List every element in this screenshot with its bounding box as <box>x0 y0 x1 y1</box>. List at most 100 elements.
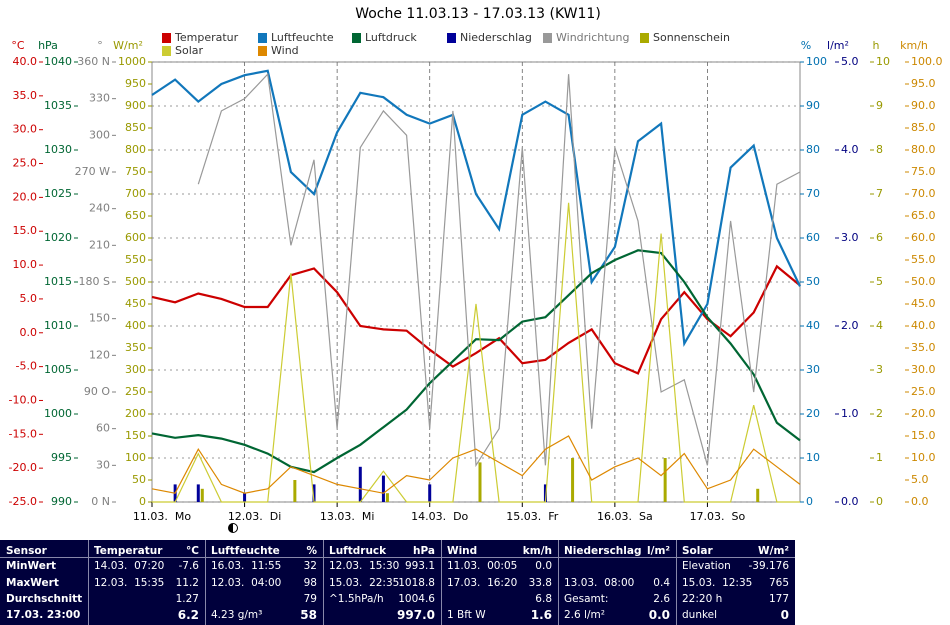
legend-label: Windrichtung <box>556 31 629 44</box>
tick-label: 7 <box>876 187 883 200</box>
axis-unit: ° <box>97 39 103 52</box>
row-label: MinWert <box>6 560 57 572</box>
column-unit: km/h <box>522 545 552 557</box>
tick-label: 650 <box>125 209 146 222</box>
tick-label: 60.0 <box>911 231 936 244</box>
tick-label: 40.0 <box>13 55 38 68</box>
cell-value: 765 <box>768 577 789 589</box>
tick-label: 850 <box>125 121 146 134</box>
tick-label: 30 <box>806 363 820 376</box>
cell-label: 13.03. 08:00 <box>564 577 635 589</box>
series-bar <box>478 462 482 502</box>
row-label: Durchschnitt <box>6 593 83 605</box>
tick-label: 1000 <box>44 407 72 420</box>
cell-label: Elevation <box>682 560 731 572</box>
tick-label: 200 <box>125 407 146 420</box>
series-bar <box>543 484 547 502</box>
tick-label: 210 <box>89 238 110 251</box>
row-label: MaxWert <box>6 577 59 589</box>
tick-label: 1035 <box>44 99 72 112</box>
tick-label: 150 <box>89 312 110 325</box>
cell-value: 6.2 <box>177 608 199 622</box>
tick-label: 120 <box>89 348 110 361</box>
column-divider <box>323 540 324 625</box>
tick-label: 1015 <box>44 275 72 288</box>
tick-label: 20.0 <box>911 407 936 420</box>
cell-value: -7.6 <box>178 560 200 572</box>
tick-label: 15.0 <box>13 224 38 237</box>
chart: Woche 11.03.13 - 17.03.13 (KW11) °C40.03… <box>9 6 943 533</box>
cell-value: 993.1 <box>404 560 435 572</box>
cell-value: 32 <box>303 560 317 572</box>
tick-label: 30 <box>96 458 110 471</box>
cell-value: 0.0 <box>648 608 670 622</box>
cell-value: 33.8 <box>528 577 552 589</box>
column-unit: % <box>306 545 317 557</box>
cell-label: 15.03. 12:35 <box>682 577 753 589</box>
column-title: Wind <box>447 545 478 557</box>
x-tick-label: 14.03. Do <box>411 510 468 523</box>
tick-label: 100 <box>125 451 146 464</box>
column-divider <box>441 540 442 625</box>
tick-label: 995 <box>51 451 72 464</box>
legend-swatch <box>447 33 456 43</box>
tick-label: 25.0 <box>911 385 936 398</box>
tick-label: 750 <box>125 165 146 178</box>
cell-value: 0 <box>780 608 789 622</box>
legend-label: Luftfeuchte <box>271 31 334 44</box>
series-line <box>151 264 801 375</box>
series-bar <box>358 466 362 502</box>
x-tick-label: 12.03. Di <box>228 510 282 523</box>
tick-label: 30.0 <box>13 123 38 136</box>
tick-label: 180 S <box>79 275 110 288</box>
axis-unit: h <box>873 39 880 52</box>
tick-label: 95.0 <box>911 77 936 90</box>
legend-label: Solar <box>175 44 204 57</box>
tick-label: 80.0 <box>911 143 936 156</box>
x-tick-label: 15.03. Fr <box>506 510 559 523</box>
legend-swatch <box>258 46 267 56</box>
column-divider <box>88 540 89 625</box>
tick-label: 100 <box>806 55 827 68</box>
tick-label: 500 <box>125 275 146 288</box>
column-title: Solar <box>682 545 713 557</box>
tick-label: 150 <box>125 429 146 442</box>
tick-label: 90 <box>806 99 820 112</box>
cell-value: 1.27 <box>175 593 199 605</box>
cell-label: 22:20 h <box>682 593 723 605</box>
column-title: Sensor <box>6 545 47 557</box>
series-line <box>151 249 801 474</box>
column-title: Temperatur <box>94 545 163 557</box>
series-bar <box>312 484 316 502</box>
tick-label: 55.0 <box>911 253 936 266</box>
cell-label: 16.03. 11:55 <box>211 560 282 572</box>
cell-label: 17.03. 16:20 <box>447 577 518 589</box>
tick-label: 450 <box>125 297 146 310</box>
tick-label: 240 <box>89 202 110 215</box>
x-tick-label: 17.03. So <box>690 510 746 523</box>
axis-unit: km/h <box>900 39 928 52</box>
legend-swatch <box>162 33 171 43</box>
tick-label: 50.0 <box>911 275 936 288</box>
tick-label: 1040 <box>44 55 72 68</box>
tick-label: -15.0 <box>9 427 37 440</box>
row-label: 17.03. 23:00 <box>6 609 81 621</box>
cell-value: 2.6 <box>653 593 670 605</box>
tick-label: -10.0 <box>9 393 37 406</box>
tick-label: 1 <box>876 451 883 464</box>
cell-value: 0.0 <box>535 560 552 572</box>
tick-label: -20.0 <box>9 461 37 474</box>
column-divider <box>558 540 559 625</box>
tick-label: 300 <box>89 128 110 141</box>
tick-label: 330 <box>89 92 110 105</box>
tick-label: 40 <box>806 319 820 332</box>
tick-label: 1030 <box>44 143 72 156</box>
tick-label: 3 <box>876 363 883 376</box>
tick-label: 5.0 <box>841 55 859 68</box>
series-bar <box>200 488 204 502</box>
tick-label: 35.0 <box>13 89 38 102</box>
series-bar <box>293 480 297 502</box>
tick-label: 0 <box>139 495 146 508</box>
tick-label: 800 <box>125 143 146 156</box>
cell-value: 1018.8 <box>398 577 435 589</box>
